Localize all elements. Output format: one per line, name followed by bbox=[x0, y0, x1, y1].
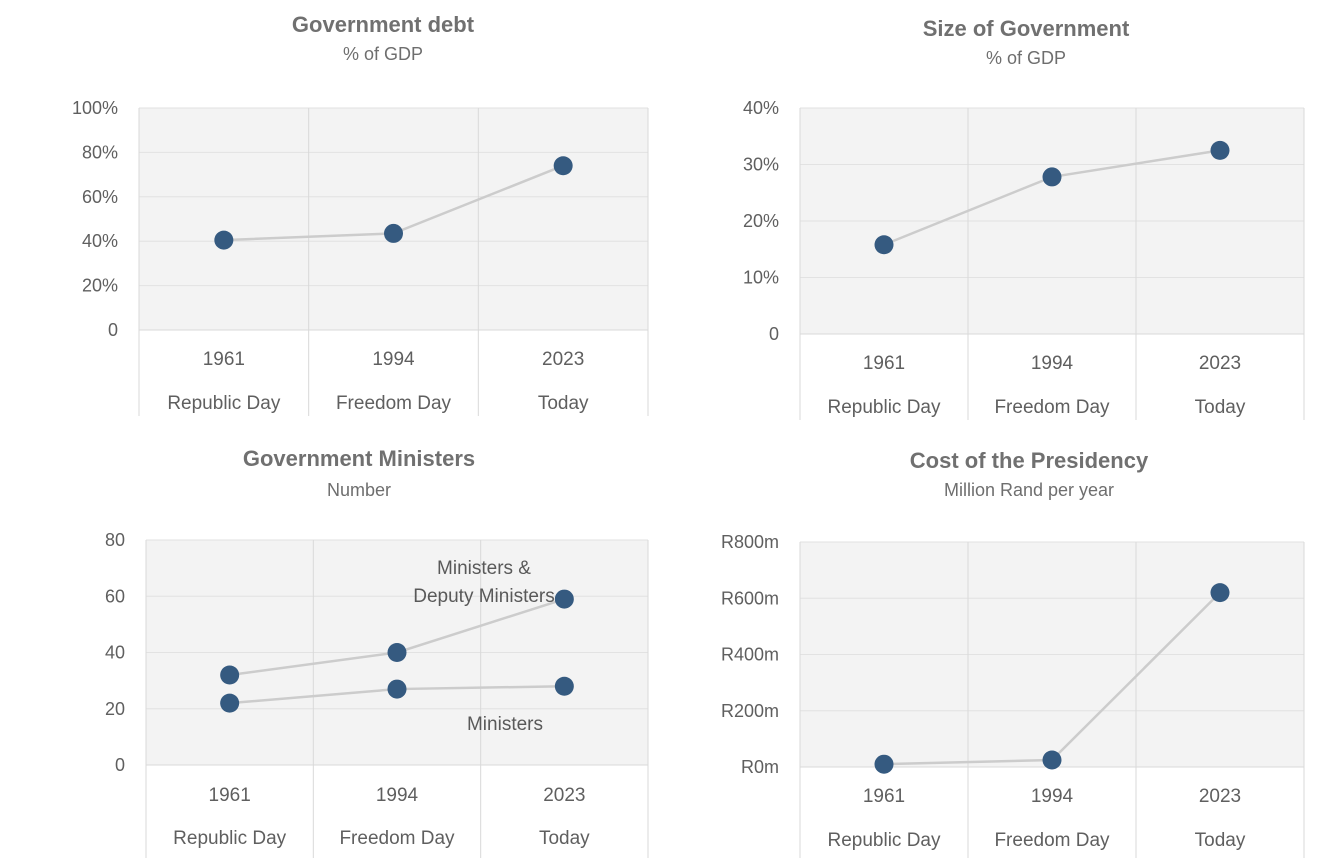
chart4-x-tick-label: 2023 bbox=[1199, 786, 1241, 807]
chart4-x-caption-label: Republic Day bbox=[828, 830, 941, 851]
chart3-series-1-point bbox=[220, 665, 240, 685]
chart4-title: Cost of the Presidency bbox=[910, 448, 1149, 473]
chart2-y-tick-label: 30% bbox=[743, 155, 779, 175]
chart2-series-1-point bbox=[1042, 167, 1062, 187]
chart3-series-2-point bbox=[220, 693, 240, 713]
chart2-x-caption-label: Today bbox=[1195, 397, 1246, 418]
chart1-series-1-point bbox=[553, 156, 573, 176]
chart1-x-caption-label: Republic Day bbox=[167, 393, 280, 414]
chart1-y-tick-label: 20% bbox=[82, 276, 118, 296]
chart1-subtitle: % of GDP bbox=[343, 44, 423, 64]
chart4-y-tick-label: R200m bbox=[721, 701, 779, 721]
chart3-y-tick-label: 80 bbox=[105, 530, 125, 550]
chart3-annotation-1: Ministers & bbox=[437, 558, 531, 579]
chart4-subtitle: Million Rand per year bbox=[944, 480, 1114, 500]
chart4-series-1-point bbox=[1042, 750, 1062, 770]
chart1-x-caption-label: Today bbox=[538, 393, 589, 414]
chart2-y-tick-label: 20% bbox=[743, 211, 779, 231]
chart3-y-tick-label: 20 bbox=[105, 699, 125, 719]
chart4-x-caption-label: Freedom Day bbox=[994, 830, 1110, 851]
chart3-y-tick-label: 40 bbox=[105, 643, 125, 663]
chart2-y-tick-label: 10% bbox=[743, 268, 779, 288]
chart3-y-tick-label: 0 bbox=[115, 755, 125, 775]
chart4-x-tick-label: 1961 bbox=[863, 786, 905, 807]
chart2-x-tick-label: 1961 bbox=[863, 353, 905, 374]
chart1-x-tick-label: 1961 bbox=[203, 349, 245, 370]
chart4-x-caption-label: Today bbox=[1195, 830, 1246, 851]
chart3-subtitle: Number bbox=[327, 480, 391, 500]
chart1-y-tick-label: 40% bbox=[82, 231, 118, 251]
chart4-x-tick-label: 1994 bbox=[1031, 786, 1074, 807]
chart3-y-tick-label: 60 bbox=[105, 586, 125, 606]
chart2-x-caption-label: Freedom Day bbox=[994, 397, 1110, 418]
chart1-series-1-point bbox=[384, 223, 403, 243]
chart1-series-1-point bbox=[214, 230, 234, 250]
chart2-y-tick-label: 0 bbox=[769, 324, 779, 344]
chart2-subtitle: % of GDP bbox=[986, 48, 1066, 68]
chart4-series-1-point bbox=[874, 754, 894, 774]
chart4-y-tick-label: R600m bbox=[721, 588, 779, 608]
chart2-series-1-point bbox=[874, 235, 894, 255]
chart3-x-caption-label: Freedom Day bbox=[339, 828, 455, 849]
chart3-series-2-point bbox=[554, 676, 574, 696]
chart2-y-tick-label: 40% bbox=[743, 98, 779, 118]
chart3-x-caption-label: Republic Day bbox=[173, 828, 286, 849]
chart4-y-tick-label: R800m bbox=[721, 532, 779, 552]
chart3-series-1-point bbox=[554, 589, 574, 609]
chart3-x-tick-label: 1961 bbox=[209, 785, 251, 806]
chart1-y-tick-label: 60% bbox=[82, 187, 118, 207]
chart2-x-tick-label: 1994 bbox=[1031, 353, 1074, 374]
chart2-title: Size of Government bbox=[923, 16, 1130, 41]
chart2-x-tick-label: 2023 bbox=[1199, 353, 1241, 374]
chart3-x-tick-label: 2023 bbox=[543, 785, 585, 806]
chart3-title: Government Ministers bbox=[243, 446, 475, 471]
chart3-x-caption-label: Today bbox=[539, 828, 590, 849]
chart1-y-tick-label: 100% bbox=[72, 98, 118, 118]
chart2-series-1-point bbox=[1210, 140, 1230, 160]
chart3-series-2-point bbox=[387, 679, 407, 699]
chart1-x-tick-label: 2023 bbox=[542, 349, 584, 370]
chart3-annotation-2: Ministers bbox=[467, 714, 543, 735]
chart3-series-1-point bbox=[387, 643, 407, 662]
chart1-title: Government debt bbox=[292, 12, 475, 37]
chart4-series-1-point bbox=[1210, 583, 1230, 603]
chart1-x-tick-label: 1994 bbox=[372, 349, 415, 370]
chart2-x-caption-label: Republic Day bbox=[828, 397, 941, 418]
chart4-y-tick-label: R0m bbox=[741, 757, 779, 777]
chart3-annotation-1: Deputy Ministers bbox=[413, 586, 555, 607]
chart1-y-tick-label: 80% bbox=[82, 142, 118, 162]
chart1-x-caption-label: Freedom Day bbox=[336, 393, 452, 414]
chart1-plot-area bbox=[139, 108, 648, 330]
chart3-x-tick-label: 1994 bbox=[376, 785, 419, 806]
chart4-y-tick-label: R400m bbox=[721, 645, 779, 665]
chart1-y-tick-label: 0 bbox=[108, 320, 118, 340]
